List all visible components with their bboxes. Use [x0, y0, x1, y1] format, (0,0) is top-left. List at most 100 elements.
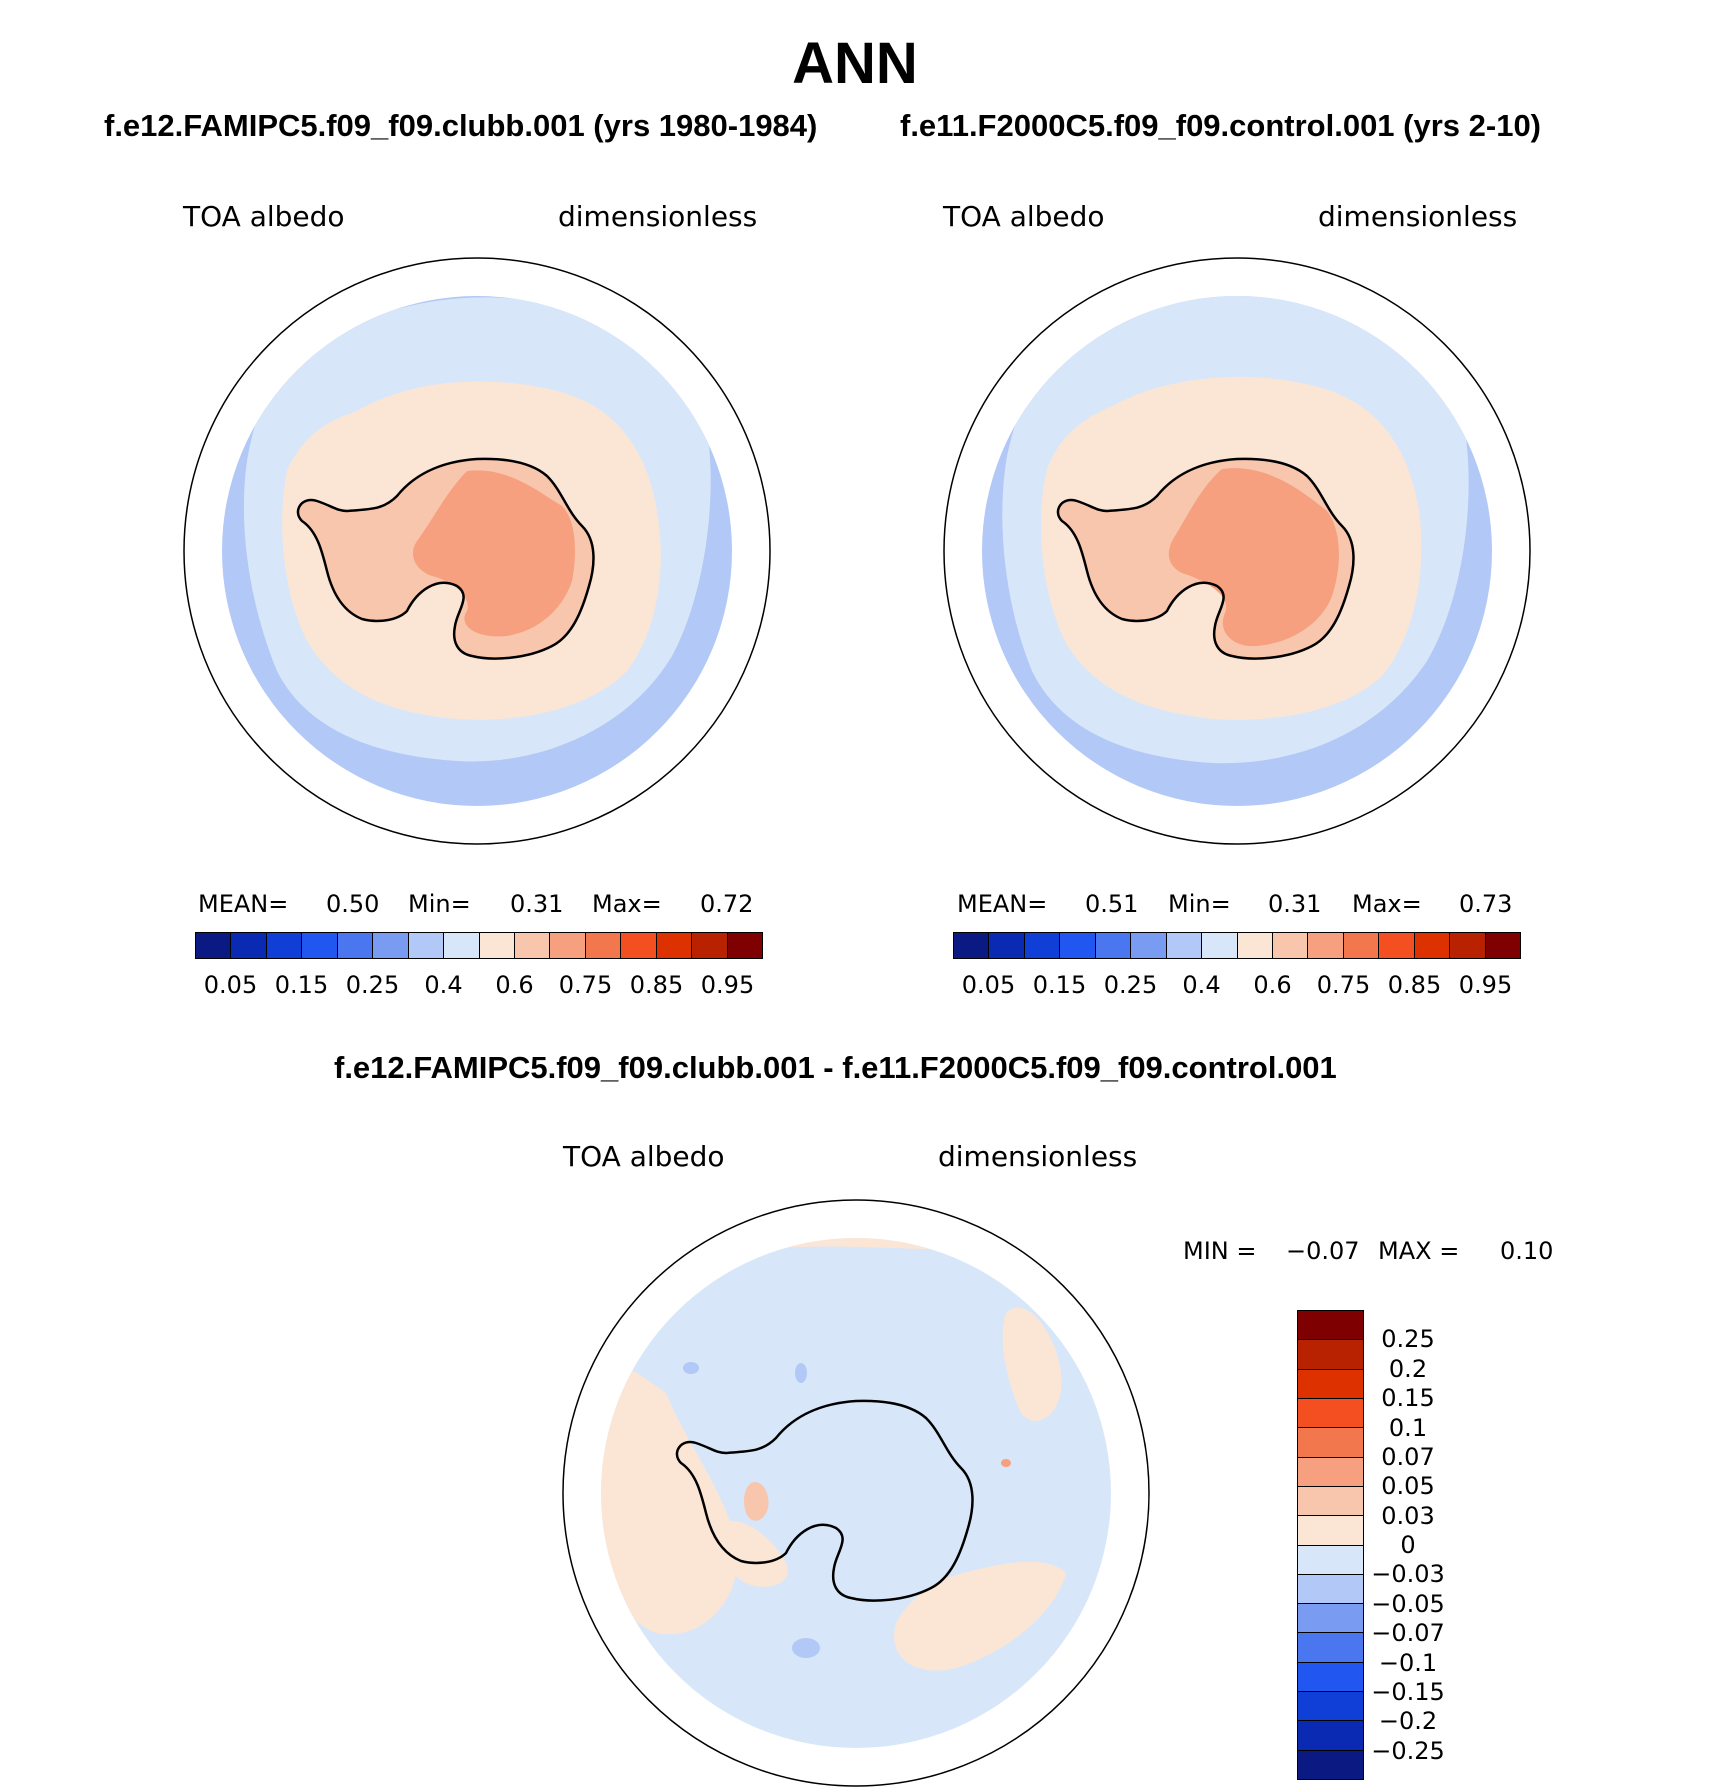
panel2-map [943, 257, 1531, 845]
colorbar-swatch [585, 933, 622, 958]
panel2-max-value: 0.73 [1459, 890, 1513, 918]
colorbar-swatch [444, 933, 480, 958]
colorbar-swatch [1298, 1721, 1363, 1751]
panel2-variable-label: TOA albedo [943, 200, 1105, 233]
colorbar-tick-label: −0.05 [1371, 1589, 1445, 1618]
diff-variable-label: TOA albedo [563, 1140, 725, 1173]
diff-units-label: dimensionless [938, 1140, 1138, 1173]
colorbar-tick-label: 0.4 [1182, 971, 1221, 999]
colorbar-swatch [1298, 1486, 1363, 1517]
colorbar-swatch [1298, 1369, 1363, 1399]
colorbar-swatch [1095, 933, 1132, 958]
colorbar-swatch [373, 933, 409, 958]
diff-min-label: MIN = [1183, 1237, 1257, 1265]
colorbar-tick-label: 0.15 [274, 971, 329, 999]
colorbar-tick-label: 0.85 [629, 971, 684, 999]
diff-map [562, 1199, 1150, 1787]
diff-negative-spot-2 [795, 1363, 807, 1383]
colorbar-swatch [1024, 933, 1061, 958]
colorbar-swatch [1379, 933, 1415, 958]
colorbar-swatch [1298, 1692, 1363, 1722]
diff-moderate-positive-spot [743, 1482, 769, 1521]
colorbar-tick-label: 0.25 [1381, 1325, 1435, 1354]
colorbar-swatch [1166, 933, 1203, 958]
colorbar-swatch [408, 933, 445, 958]
colorbar-swatch [266, 933, 303, 958]
colorbar-swatch [1298, 1516, 1363, 1546]
plateau-region [1168, 468, 1339, 647]
colorbar-swatch [1298, 1428, 1363, 1458]
colorbar-swatch [1298, 1604, 1363, 1634]
colorbar-tick-label: 0.6 [495, 971, 534, 999]
colorbar-tick-label: 0.05 [961, 971, 1016, 999]
panel1-max-label: Max= [592, 890, 662, 918]
colorbar-swatch [479, 933, 515, 958]
map-border [562, 1199, 1150, 1787]
colorbar-tick-label: 0.25 [345, 971, 400, 999]
panel1-colorbar [195, 932, 763, 959]
colorbar-swatch [1298, 1545, 1363, 1575]
colorbar-swatch [656, 933, 693, 958]
panel2-max-label: Max= [1352, 890, 1422, 918]
diff-positive-region-peninsula [715, 1521, 788, 1587]
case2-title: f.e11.F2000C5.f09_f09.control.001 (yrs 2… [900, 108, 1542, 143]
colorbar-tick-label: 0.05 [203, 971, 258, 999]
colorbar-swatch [337, 933, 374, 958]
colorbar-swatch [1272, 933, 1309, 958]
colorbar-tick-label: −0.25 [1371, 1736, 1445, 1765]
colorbar-swatch [1298, 1340, 1363, 1370]
diff-min-value: −0.07 [1286, 1237, 1360, 1265]
colorbar-swatch [1298, 1311, 1363, 1341]
panel2-units-label: dimensionless [1318, 200, 1518, 233]
panel1-mean-label: MEAN= [198, 890, 289, 918]
diff-strong-positive-spot [1001, 1459, 1011, 1467]
map-border [183, 257, 771, 845]
colorbar-swatch [196, 933, 232, 958]
map-border [943, 257, 1531, 845]
panel2-min-value: 0.31 [1268, 890, 1322, 918]
colorbar-tick-label: −0.03 [1371, 1560, 1445, 1589]
colorbar-swatch [1060, 933, 1096, 958]
colorbar-swatch [550, 933, 586, 958]
colorbar-tick-label: 0.1 [1388, 1413, 1428, 1442]
panel2-min-label: Min= [1168, 890, 1231, 918]
colorbar-tick-label: 0.75 [558, 971, 613, 999]
colorbar-tick-label: 0.95 [700, 971, 755, 999]
colorbar-swatch [1131, 933, 1167, 958]
diff-positive-region-south [894, 1561, 1066, 1671]
colorbar-swatch [1298, 1662, 1363, 1693]
colorbar-tick-label: 0.75 [1316, 971, 1371, 999]
diff-max-label: MAX = [1378, 1237, 1460, 1265]
colorbar-swatch [1450, 933, 1486, 958]
colorbar-swatch [1298, 1750, 1363, 1779]
panel1-variable-label: TOA albedo [183, 200, 345, 233]
colorbar-swatch [1298, 1398, 1363, 1429]
colorbar-tick-label: −0.2 [1378, 1707, 1438, 1736]
page-title: ANN [792, 31, 918, 96]
colorbar-swatch [1308, 933, 1344, 958]
colorbar-swatch [621, 933, 657, 958]
colorbar-tick-label: −0.07 [1371, 1619, 1445, 1648]
colorbar-tick-label: −0.15 [1371, 1677, 1445, 1706]
diff-title: f.e12.FAMIPC5.f09_f09.clubb.001 - f.e11.… [334, 1050, 1337, 1085]
colorbar-swatch [1237, 933, 1273, 958]
panel1-min-value: 0.31 [510, 890, 564, 918]
colorbar-tick-label: 0.6 [1253, 971, 1292, 999]
panel1-mean-value: 0.50 [326, 890, 380, 918]
panel1-max-value: 0.72 [700, 890, 754, 918]
colorbar-tick-label: 0 [1400, 1531, 1416, 1559]
colorbar-swatch [1298, 1574, 1363, 1605]
diff-positive-region-northeast [1002, 1307, 1062, 1421]
colorbar-swatch [727, 933, 762, 958]
plateau-region [412, 470, 575, 637]
panel1-map [183, 257, 771, 845]
colorbar-tick-label: 0.4 [424, 971, 463, 999]
colorbar-swatch [954, 933, 990, 958]
colorbar-tick-label: 0.05 [1381, 1472, 1435, 1501]
panel1-units-label: dimensionless [558, 200, 758, 233]
diff-negative-spot-1 [792, 1638, 820, 1658]
colorbar-tick-label: 0.15 [1381, 1384, 1435, 1413]
colorbar-tick-label: 0.15 [1032, 971, 1087, 999]
colorbar-swatch [1485, 933, 1520, 958]
colorbar-swatch [302, 933, 338, 958]
